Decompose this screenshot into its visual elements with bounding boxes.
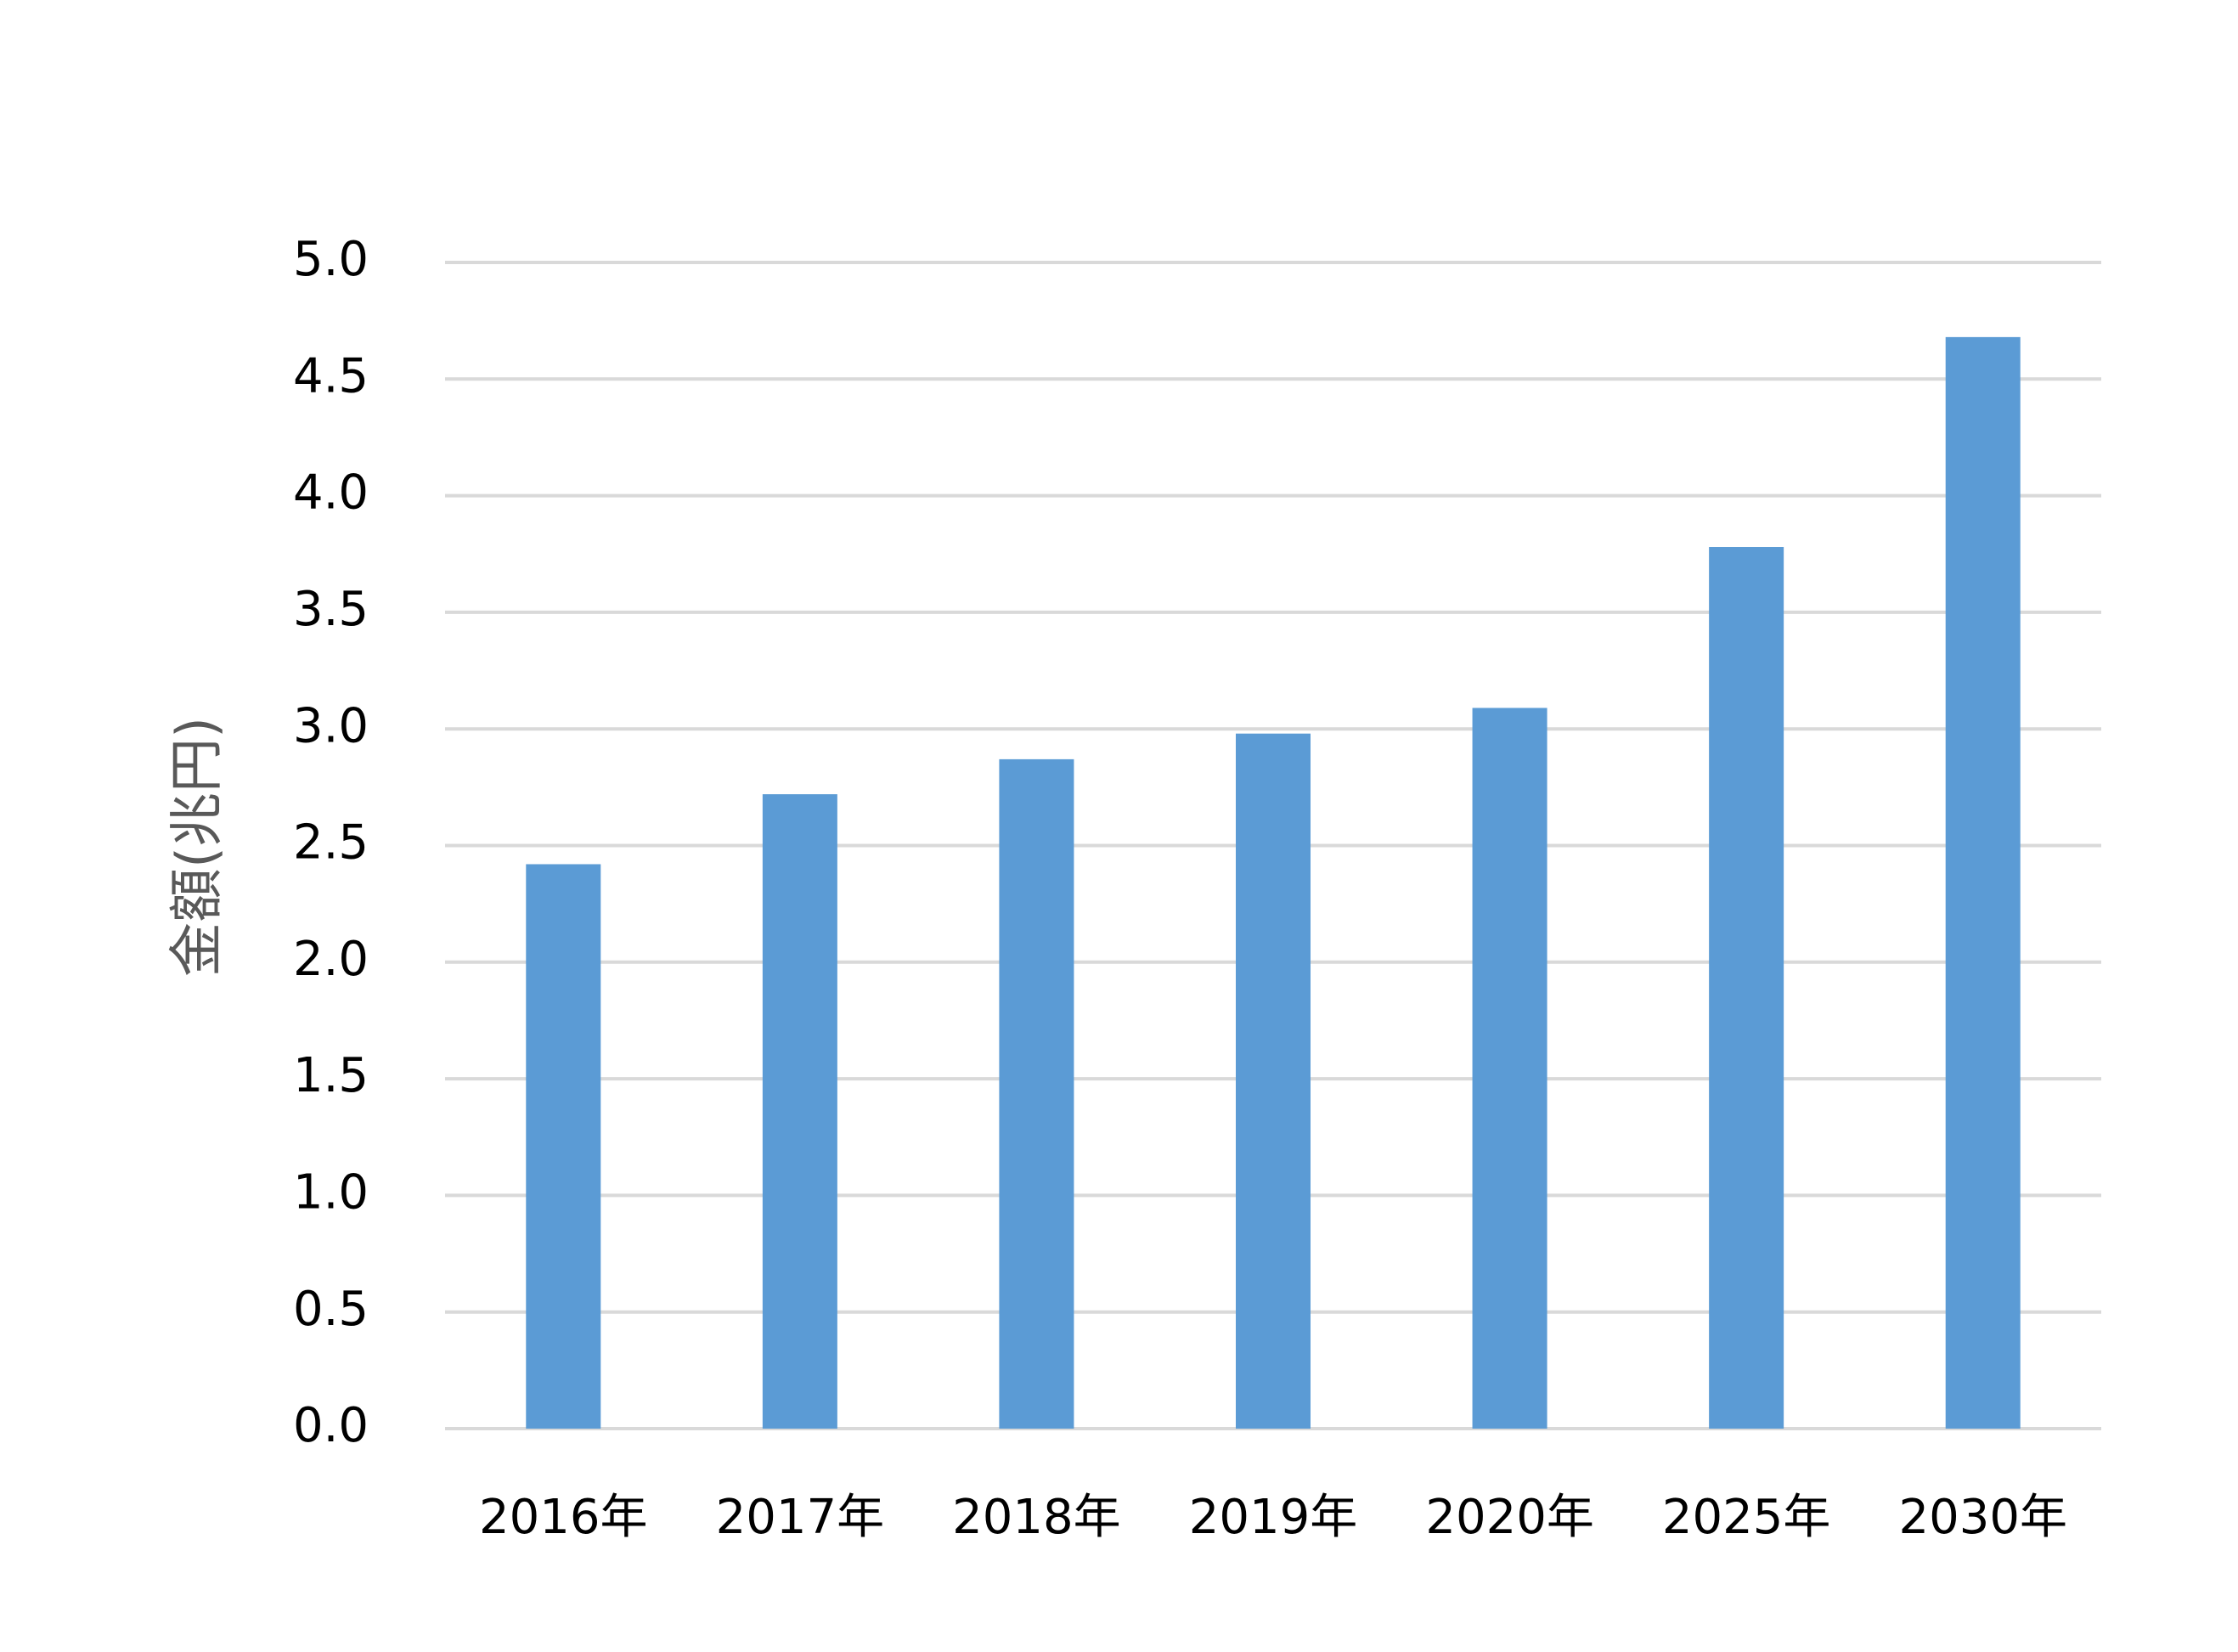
y-tick-label: 1.0: [293, 1165, 369, 1221]
y-tick-label: 4.5: [293, 348, 369, 403]
bar: [999, 758, 1074, 1429]
y-tick-label: 0.0: [293, 1398, 369, 1453]
bar: [1236, 733, 1311, 1429]
y-tick-label: 2.0: [293, 932, 369, 987]
y-tick-label: 2.5: [293, 815, 369, 871]
bar: [762, 794, 837, 1429]
bar: [1945, 336, 2021, 1429]
y-tick-label: 5.0: [293, 232, 369, 287]
y-axis-title: 金額(兆円): [166, 717, 229, 977]
x-tick-label: 2030年: [1898, 1490, 2067, 1545]
x-tick-label: 2019年: [1189, 1490, 1358, 1545]
y-tick-label: 3.0: [293, 698, 369, 753]
x-tick-label: 2017年: [716, 1490, 885, 1545]
bar: [1709, 547, 1784, 1429]
x-tick-label: 2018年: [952, 1490, 1121, 1545]
y-tick-label: 3.5: [293, 582, 369, 637]
y-tick-label: 1.5: [293, 1048, 369, 1103]
y-tick-label: 4.0: [293, 465, 369, 521]
bar: [1472, 708, 1547, 1429]
x-tick-label: 2025年: [1662, 1490, 1831, 1545]
x-tick-label: 2020年: [1425, 1490, 1594, 1545]
y-tick-label: 0.5: [293, 1282, 369, 1337]
bar: [526, 864, 601, 1429]
x-tick-label: 2016年: [479, 1490, 648, 1545]
